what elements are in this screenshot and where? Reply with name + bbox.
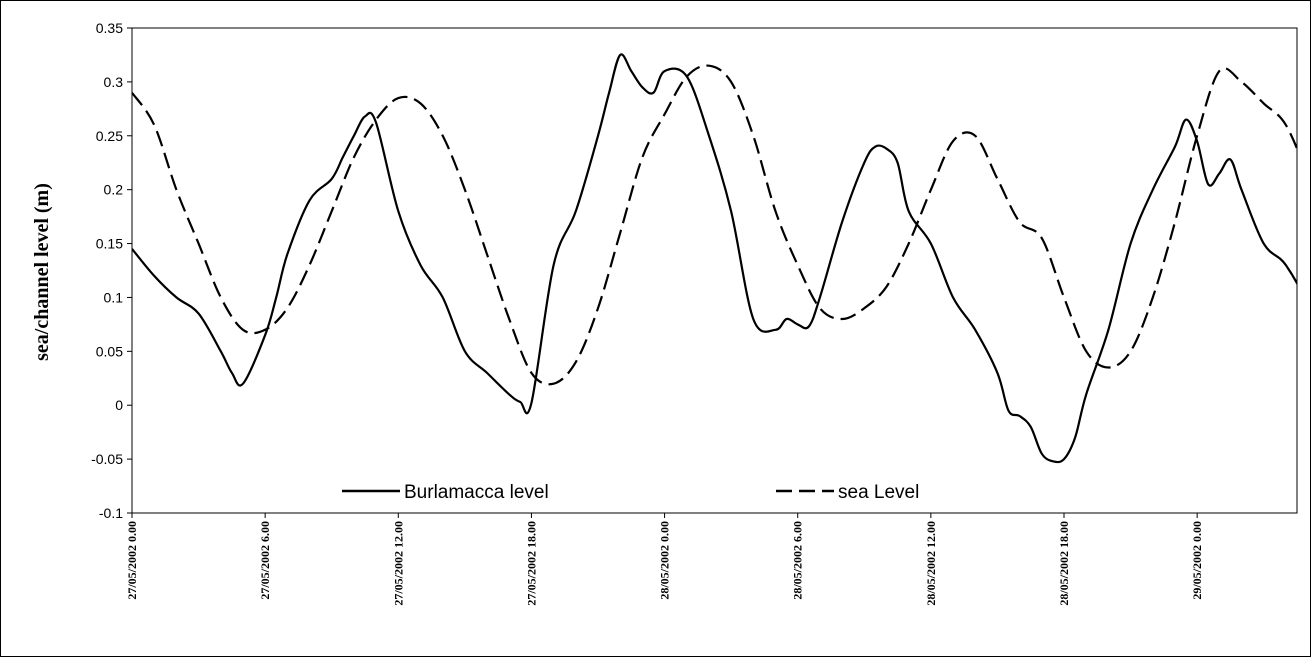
y-tick-label: 0.2: [104, 182, 124, 198]
y-tick-label: 0.05: [96, 343, 123, 359]
y-tick-label: 0: [115, 397, 123, 413]
y-tick-label: 0.3: [104, 74, 124, 90]
y-tick-label: 0.35: [96, 20, 123, 36]
x-tick-label: 28/05/2002 18.00: [1057, 521, 1071, 606]
x-tick-label: 27/05/2002 0.00: [125, 521, 139, 600]
x-tick-label: 27/05/2002 6.00: [258, 521, 272, 600]
plot-area: -0.1 -0.05 0 0.05 0.1 0.15 0.2 0.25 0.3 0.35 27/05…: [91, 20, 1298, 606]
y-tick-label: 0.25: [96, 128, 123, 144]
x-tick-label: 27/05/2002 18.00: [524, 521, 538, 606]
y-tick-label: -0.05: [91, 451, 123, 467]
legend-entry-sea-level-label: sea Level: [838, 482, 919, 503]
series-line-sea-level: [132, 64, 1297, 386]
x-tick-label: 28/05/2002 6.00: [791, 521, 805, 600]
y-axis-label: sea/channel level (m): [31, 183, 53, 361]
series-line-burlamacca-level: [132, 53, 1297, 464]
x-tick-label: 27/05/2002 12.00: [391, 521, 405, 606]
y-tick-label: -0.1: [99, 505, 123, 521]
y-tick-label: 0.1: [104, 289, 124, 305]
x-tick-label: 28/05/2002 12.00: [924, 521, 938, 606]
legend-entry-burlamacca-level-label: Burlamacca level: [404, 482, 549, 503]
x-tick-label: 29/05/2002 0.00: [1190, 521, 1204, 600]
y-tick-label: 0.15: [96, 236, 123, 252]
plot-frame: [131, 27, 1298, 514]
x-tick-label: 28/05/2002 0.00: [658, 521, 672, 600]
